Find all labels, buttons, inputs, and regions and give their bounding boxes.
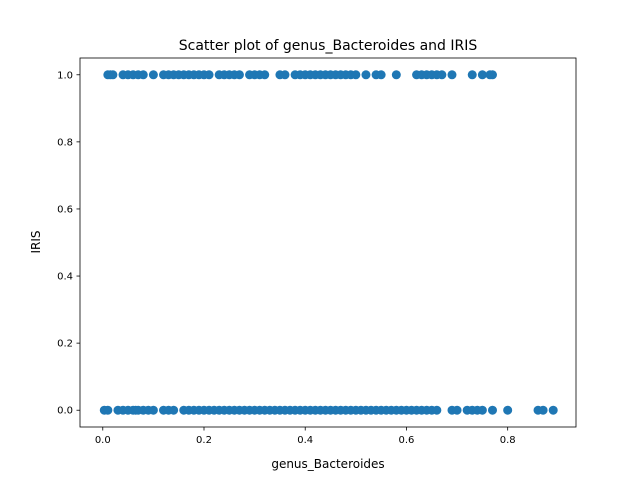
data-point (503, 405, 513, 415)
plot-area (80, 58, 576, 427)
x-tick-label: 0.2 (196, 435, 212, 446)
data-point (148, 405, 158, 415)
data-point (548, 405, 558, 415)
y-axis-label: IRIS (29, 230, 43, 253)
data-point (477, 70, 487, 80)
data-point (351, 70, 361, 80)
data-point (487, 405, 497, 415)
data-point (148, 70, 158, 80)
data-point (477, 405, 487, 415)
data-point (432, 405, 442, 415)
data-point (538, 405, 548, 415)
data-point (437, 70, 447, 80)
y-tick-label: 0.2 (57, 339, 73, 350)
data-point (452, 405, 462, 415)
data-point (169, 405, 179, 415)
x-tick-label: 0.0 (95, 435, 111, 446)
data-point (108, 70, 118, 80)
data-point (103, 405, 113, 415)
data-point (280, 70, 290, 80)
x-tick-label: 0.4 (297, 435, 313, 446)
y-tick-label: 0.0 (57, 406, 73, 417)
y-tick-label: 0.4 (57, 272, 73, 283)
data-point (138, 70, 148, 80)
data-point (391, 70, 401, 80)
data-point (376, 70, 386, 80)
data-points (99, 70, 558, 415)
x-tick-label: 0.8 (500, 435, 516, 446)
x-axis-label: genus_Bacteroides (271, 457, 384, 471)
data-point (361, 70, 371, 80)
y-tick-label: 1.0 (57, 70, 73, 81)
chart-title: Scatter plot of genus_Bacteroides and IR… (179, 38, 478, 54)
data-point (260, 70, 270, 80)
data-point (487, 70, 497, 80)
plot-frame (79, 57, 577, 428)
data-point (447, 70, 457, 80)
x-tick-label: 0.6 (398, 435, 414, 446)
y-axis-ticks: 0.0 0.2 0.4 0.6 0.8 1.0 (57, 70, 80, 417)
x-axis-ticks: 0.0 0.2 0.4 0.6 0.8 (95, 427, 516, 446)
data-point (234, 70, 244, 80)
data-point (204, 70, 214, 80)
y-tick-label: 0.8 (57, 137, 73, 148)
data-point (467, 70, 477, 80)
y-tick-label: 0.6 (57, 204, 73, 215)
